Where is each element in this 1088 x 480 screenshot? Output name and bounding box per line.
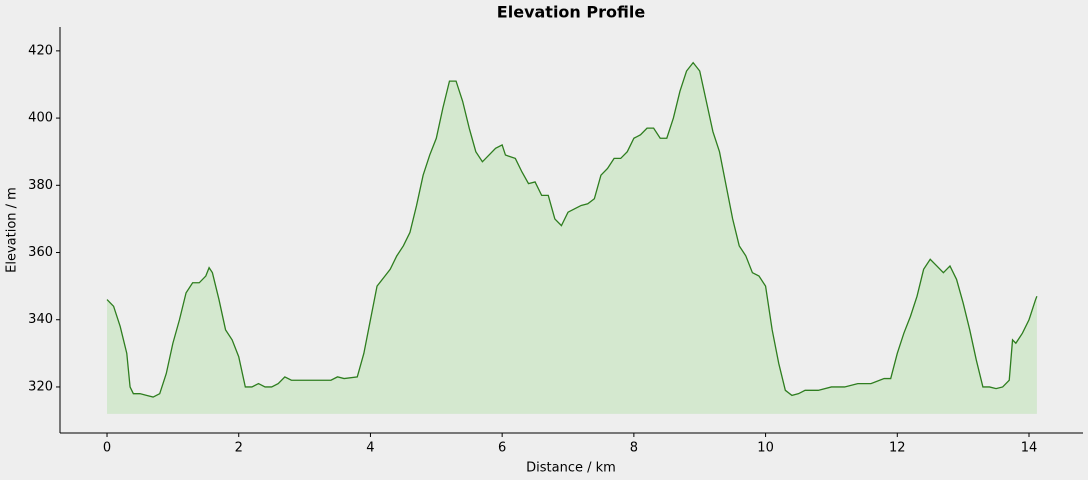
y-tick-label: 380	[28, 178, 53, 193]
area-fill	[107, 62, 1037, 414]
y-tick-label: 400	[28, 111, 53, 126]
y-axis-label: Elevation / m	[5, 187, 20, 273]
elevation-line	[106, 61, 1038, 398]
x-tick-label: 14	[1021, 441, 1038, 456]
y-tick-label: 340	[28, 312, 53, 327]
x-tick-label: 2	[235, 441, 243, 456]
x-tick-label: 12	[889, 441, 906, 456]
x-tick-label: 8	[630, 441, 638, 456]
x-tick-label: 4	[366, 441, 374, 456]
x-tick-label: 0	[103, 441, 111, 456]
chart-title: Elevation Profile	[497, 3, 646, 22]
x-tick-label: 6	[498, 441, 506, 456]
x-axis-label: Distance / km	[526, 461, 616, 476]
x-tick-label: 10	[757, 441, 774, 456]
y-tick-label: 360	[28, 245, 53, 260]
y-tick-label: 420	[28, 43, 53, 58]
y-tick-label: 320	[28, 379, 53, 394]
